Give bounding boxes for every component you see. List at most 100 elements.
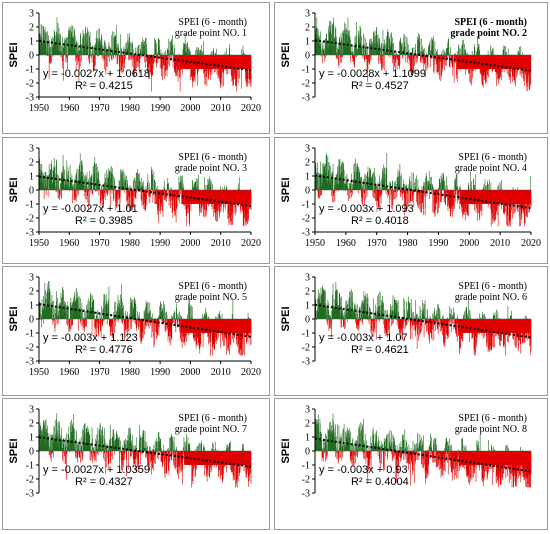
spei-bar [221,187,223,190]
spei-bar [429,190,431,200]
spei-bar [419,190,420,197]
spei-bar [353,163,355,190]
spei-bar [492,190,494,219]
spei-bar [396,52,398,55]
spei-bar [363,291,365,319]
spei-bar [388,316,389,319]
spei-bar [105,46,107,55]
spei-bar [216,317,218,319]
spei-bar [220,55,222,89]
spei-bar [222,55,224,87]
spei-bar [467,190,469,203]
spei-bar [207,185,208,190]
spei-bar [97,28,99,55]
spei-bar [61,55,63,62]
spei-bar [73,187,74,190]
spei-bar [132,190,133,208]
spei-bar [474,55,475,58]
spei-bar [242,45,244,55]
spei-bar [319,43,320,55]
spei-bar [216,319,217,341]
spei-bar [417,319,419,324]
spei-bar [333,304,334,319]
spei-bar [433,187,434,190]
spei-bar [113,55,114,58]
spei-bar [460,48,462,55]
spei-bar [446,55,447,66]
spei-bar [362,319,363,325]
spei-bar [237,319,239,345]
spei-bar [402,319,404,328]
spei-bar [373,190,374,199]
x-tick-label: 2000 [180,367,200,378]
spei-bar [168,50,170,55]
spei-bar [115,319,116,327]
spei-bar [354,55,356,58]
spei-bar [480,55,482,76]
spei-bar [208,316,210,319]
spei-bar [163,55,165,66]
spei-bar [322,44,324,55]
spei-bar [365,190,366,191]
spei-bar [419,305,421,319]
spei-bar [389,38,390,55]
spei-bar [162,55,164,76]
spei-bar [387,319,389,334]
spei-bar [179,182,180,190]
spei-bar [519,55,521,75]
spei-bar [128,37,130,55]
spei-bar [362,55,364,59]
spei-bar [417,179,419,190]
spei-bar [175,319,177,333]
spei-bar [362,184,363,190]
spei-bar [378,38,379,55]
spei-bar [233,190,234,205]
spei-bar [146,303,147,319]
y-tick-label: 2 [305,23,310,34]
spei-bar [49,291,51,319]
spei-bar [472,190,474,204]
spei-bar [97,55,99,57]
spei-bar [149,302,151,319]
spei-bar [65,184,67,190]
spei-bar [505,46,506,55]
spei-bar [106,52,108,55]
spei-bar [89,178,91,190]
spei-bar [197,49,198,55]
spei-bar [397,190,398,193]
y-tick-label: -3 [26,93,34,104]
spei-bar [189,319,191,333]
spei-bar [104,296,106,319]
spei-bar [479,190,481,218]
spei-bar [335,28,337,55]
spei-bar [352,55,354,62]
y-axis-label: SPEI [8,42,20,67]
spei-bar [57,304,59,319]
spei-bar [388,190,389,195]
spei-bar [408,183,410,190]
spei-bar [109,55,110,62]
spei-bar [429,319,431,333]
spei-bar [332,164,334,190]
spei-bar [329,165,330,190]
spei-bar [420,55,422,58]
spei-bar [390,190,392,209]
spei-bar [48,39,50,55]
spei-bar [143,46,145,55]
spei-bar [136,185,138,190]
spei-bar [337,172,338,190]
spei-bar [178,55,180,64]
spei-bar [90,51,92,55]
spei-bar [370,55,371,57]
spei-bar [319,177,320,190]
spei-bar [158,45,160,55]
spei-bar [152,190,154,203]
spei-bar [227,55,229,75]
spei-bar [210,319,211,356]
spei-bar [357,55,359,56]
spei-bar [209,190,210,199]
spei-bar [400,175,401,190]
spei-bar [139,319,141,338]
spei-bar [460,319,461,349]
spei-bar [68,26,70,55]
